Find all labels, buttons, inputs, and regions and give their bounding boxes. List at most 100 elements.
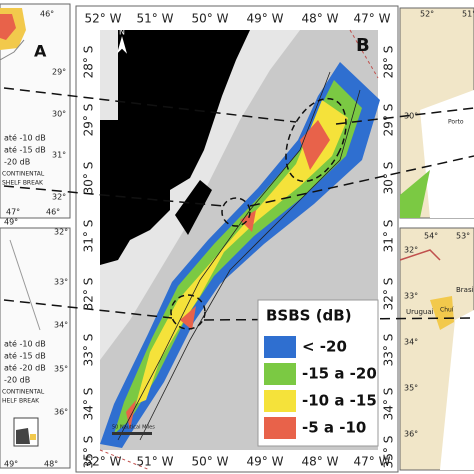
lon-label: 47° W xyxy=(354,455,391,469)
legend-item: até -10 dB xyxy=(4,133,46,143)
lat-label: 30° S xyxy=(82,162,96,195)
lon-label: 51° W xyxy=(137,455,174,469)
lon-label: 47° xyxy=(6,208,20,217)
lat-label: 34° S xyxy=(382,388,396,421)
lon-label: 50° W xyxy=(192,12,229,26)
legend-swatch xyxy=(264,336,296,358)
panel-label: B xyxy=(356,35,370,56)
lon-label: 53° xyxy=(456,232,470,241)
legend-title: BSBS (dB) xyxy=(266,307,352,325)
lon-label: 46° xyxy=(40,10,54,19)
inset-land xyxy=(16,428,30,444)
lon-label: 48° W xyxy=(302,12,339,26)
shelf-label: SHELF BREAK xyxy=(2,180,44,187)
legend-item: -5 a -10 xyxy=(302,419,366,437)
legend-swatch xyxy=(264,390,296,412)
lon-label: 48° W xyxy=(302,455,339,469)
place-label: Uruguai xyxy=(406,308,434,316)
lat-label: 36° xyxy=(404,430,418,439)
backscatter-yellow xyxy=(136,100,348,404)
panel-a2-line xyxy=(9,239,41,331)
lat-label: 32° xyxy=(54,228,68,237)
legend-item: até -15 dB xyxy=(4,351,46,361)
lat-label: 33° xyxy=(54,278,68,287)
legend-item: -15 a -20 xyxy=(302,365,377,383)
lon-label: 52° W xyxy=(85,12,122,26)
connector xyxy=(3,87,297,123)
legend-item: < -20 xyxy=(302,338,347,356)
shelf-label: HELF BREAK xyxy=(2,398,40,405)
shelf-label: CONTINENTAL xyxy=(2,389,45,396)
lat-label: 29° S xyxy=(382,104,396,137)
lon-label: 49° W xyxy=(247,455,284,469)
lon-label: 51° xyxy=(462,10,474,19)
lon-label: 52° W xyxy=(85,455,122,469)
lat-label: 35° xyxy=(54,365,68,374)
lat-label: 28° S xyxy=(82,46,96,79)
lat-label: 33° xyxy=(404,292,418,301)
lon-label: 50° W xyxy=(192,455,229,469)
panel-d-water xyxy=(440,310,474,470)
place-label: Porto xyxy=(448,119,464,126)
shelf-label: CONTINENTAL xyxy=(2,171,45,178)
lat-label: 33° S xyxy=(382,334,396,367)
inset-mark xyxy=(30,434,36,440)
lagoon xyxy=(175,180,212,235)
lat-label: 34° S xyxy=(82,388,96,421)
lat-label: 30° xyxy=(52,110,66,119)
lat-label: 33° S xyxy=(82,334,96,367)
connector xyxy=(335,107,474,125)
panel-d-border xyxy=(399,249,441,261)
legend-item: -10 a -15 xyxy=(302,392,377,410)
lat-label: 29° S xyxy=(82,104,96,137)
lat-label: 29° xyxy=(52,68,66,77)
lat-label: 32° xyxy=(52,193,66,202)
legend-swatch xyxy=(264,363,296,385)
connector xyxy=(3,299,173,319)
connector xyxy=(3,185,225,207)
lon-label: 49° xyxy=(4,460,18,469)
scale-bar xyxy=(112,432,152,435)
lat-label: 32° S xyxy=(382,278,396,311)
legend-item: até -15 dB xyxy=(4,145,46,155)
lat-label: 35° S xyxy=(382,436,396,469)
lon-label: 52° xyxy=(420,10,434,19)
north-label: N xyxy=(119,28,125,37)
lon-label: 47° W xyxy=(354,12,391,26)
lat-label: 34° xyxy=(54,321,68,330)
lon-label: 46° xyxy=(46,208,60,217)
legend-item: -20 dB xyxy=(4,158,30,167)
focus-area xyxy=(221,197,251,227)
lat-label: 32° xyxy=(404,246,418,255)
lat-label: 30° S xyxy=(382,162,396,195)
place-label: Brasil xyxy=(456,286,474,294)
legend-item: -20 dB xyxy=(4,376,30,385)
scale-label: 50 Nautical Miles xyxy=(112,425,155,431)
panel-d-patch xyxy=(430,296,454,330)
lat-label: 31° xyxy=(52,151,66,160)
lat-label: 30° xyxy=(404,112,418,121)
panel-c-green xyxy=(400,170,430,218)
lat-label: 34° xyxy=(404,338,418,347)
panel-a-line xyxy=(0,39,25,61)
connector xyxy=(249,155,474,207)
lon-label: 51° W xyxy=(137,12,174,26)
isobath xyxy=(139,89,361,441)
lat-label: 35° xyxy=(404,384,418,393)
lon-label: 49° W xyxy=(247,12,284,26)
lon-label: 48° xyxy=(44,460,58,469)
backscatter-red xyxy=(126,120,330,430)
north-arrow xyxy=(116,36,128,54)
panel-c-water xyxy=(420,90,474,218)
lat-label: 32° S xyxy=(82,278,96,311)
focus-area xyxy=(285,97,347,183)
land xyxy=(100,30,250,265)
lat-label: 35° S xyxy=(82,436,96,469)
legend-item: até -20 dB xyxy=(4,363,46,373)
limit xyxy=(99,449,151,471)
isobath xyxy=(117,71,331,441)
legend-item: até -10 dB xyxy=(4,339,46,349)
lat-label: 31° S xyxy=(382,220,396,253)
focus-area xyxy=(170,294,206,330)
